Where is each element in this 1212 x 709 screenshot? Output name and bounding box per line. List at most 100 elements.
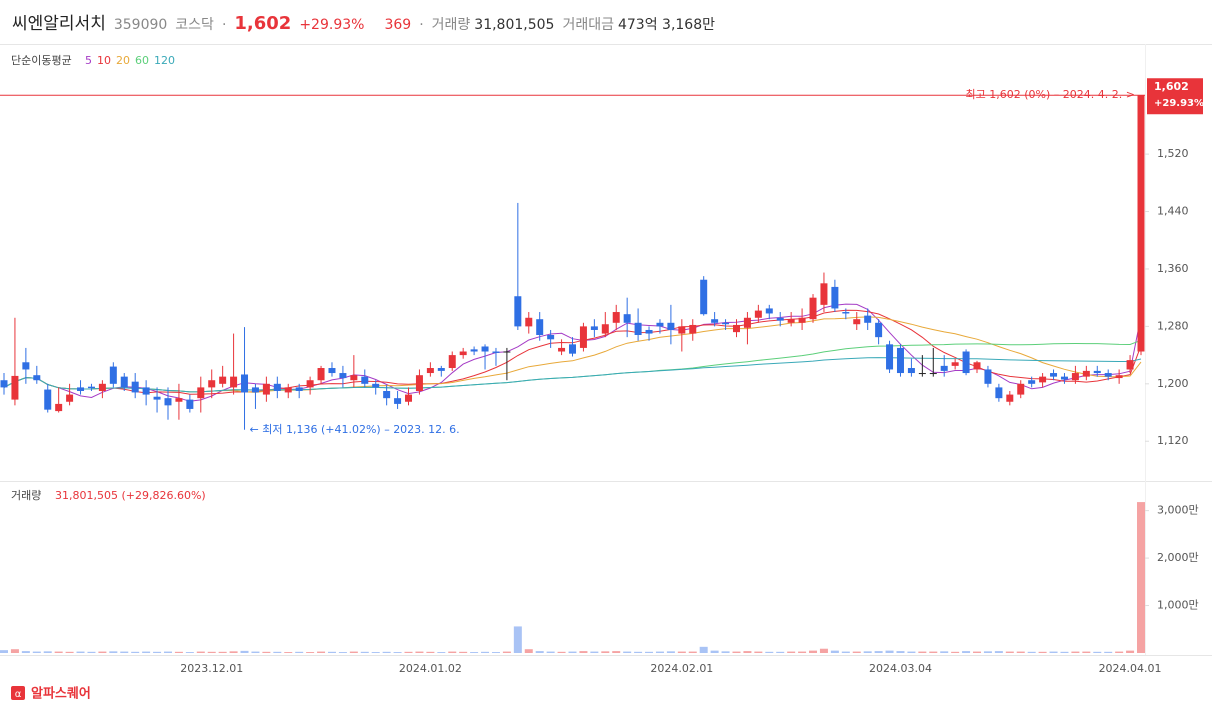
candle-body <box>437 368 445 371</box>
candle-body <box>197 387 205 399</box>
volume: 31,801,505 <box>474 17 555 33</box>
volume-bar <box>1038 651 1047 653</box>
market: 코스닥 <box>175 17 214 33</box>
candle-body <box>962 351 970 374</box>
candle-body <box>1104 373 1112 377</box>
candle-body <box>864 315 872 323</box>
volume-bar <box>765 651 774 653</box>
candle-body <box>175 398 183 402</box>
volume-bar <box>327 651 336 653</box>
volume-bar <box>830 650 839 653</box>
candle-body <box>339 373 347 379</box>
volume-label: 거래량 <box>431 17 471 33</box>
candle-body <box>11 375 19 400</box>
candle-body <box>405 394 413 402</box>
candle-body <box>831 286 839 309</box>
volume-bar <box>393 652 402 653</box>
logo-icon <box>11 686 25 700</box>
ma-legend-period: 20 <box>116 54 130 67</box>
candle-body <box>448 355 456 369</box>
candle-body <box>1093 370 1101 374</box>
x-tick-label: 2024.02.01 <box>650 662 713 675</box>
candle-body <box>350 375 358 381</box>
ma-legend-period: 60 <box>135 54 149 67</box>
volume-bar <box>240 650 249 653</box>
candle-body <box>328 368 336 374</box>
candle-body <box>689 324 697 334</box>
candle-body <box>700 279 708 315</box>
ma-legend-period: 5 <box>85 54 92 67</box>
volume-bar <box>994 651 1003 653</box>
volume-bar <box>306 652 315 653</box>
volume-bar <box>21 651 30 653</box>
candle-body <box>503 351 511 353</box>
volume-bar <box>710 650 719 653</box>
volume-bar <box>349 651 358 653</box>
volume-bar <box>590 651 599 653</box>
volume-bar <box>163 651 172 653</box>
volume-bar <box>973 651 982 653</box>
candle-body <box>372 383 380 388</box>
candle-body <box>886 344 894 370</box>
y-tick-label: 1,200 <box>1157 377 1189 390</box>
volume-tick-label: 1,000만 <box>1157 599 1199 612</box>
logo-text: 알파스퀘어 <box>31 686 91 702</box>
candle-body <box>875 322 883 338</box>
ma-legend-period: 10 <box>97 54 111 67</box>
volume-bar <box>743 651 752 653</box>
x-tick-label: 2023.12.01 <box>180 662 243 675</box>
stock-name: 씨엔알리서치 <box>12 14 106 34</box>
header: 씨엔알리서치 359090 코스닥 · 1,602 +29.93% 369 · … <box>12 9 723 37</box>
candle-body <box>33 375 41 381</box>
candle-body <box>426 368 434 374</box>
x-tick-label: 2024.04.01 <box>1099 662 1162 675</box>
volume-bar <box>612 651 621 653</box>
volume-bar <box>819 648 828 653</box>
volume-bar <box>1115 651 1124 653</box>
volume-bar <box>918 651 927 653</box>
volume-bar <box>1126 650 1135 653</box>
candle-body <box>612 312 620 323</box>
candle-body <box>142 387 150 395</box>
volume-bar <box>10 649 19 653</box>
volume-bar <box>579 651 588 653</box>
volume-bar <box>87 651 96 653</box>
candle-body <box>656 322 664 327</box>
candle-body <box>929 373 937 375</box>
stock-code: 359090 <box>113 17 168 33</box>
candle-body <box>820 283 828 305</box>
moving-average <box>3 357 1142 393</box>
volume-bar <box>513 626 522 653</box>
candle-body <box>273 383 281 391</box>
volume-bar <box>382 651 391 653</box>
volume-bar <box>1093 651 1102 653</box>
volume-bar <box>43 651 52 653</box>
volume-bar <box>196 651 205 653</box>
candle-body <box>1060 376 1068 380</box>
candle-body <box>973 362 981 370</box>
volume-bar <box>481 651 490 653</box>
candle-body <box>623 314 631 323</box>
volume-legend-value: 31,801,505 (+29,826.60%) <box>55 489 206 502</box>
volume-bar <box>1027 651 1036 653</box>
volume-bar <box>546 651 555 653</box>
candle-body <box>208 380 216 388</box>
volume-bar <box>32 651 41 653</box>
candle-body <box>470 349 478 352</box>
candle-body <box>995 387 1003 399</box>
candle-body <box>492 351 500 353</box>
volume-bar <box>1016 651 1025 653</box>
volume-bar <box>229 651 238 653</box>
candle-body <box>711 319 719 323</box>
x-tick-label: 2024.03.04 <box>869 662 932 675</box>
volume-bar <box>929 651 938 653</box>
volume-bar <box>852 651 861 653</box>
candle-body <box>1017 383 1025 395</box>
candle-body <box>109 366 117 384</box>
candle-body <box>918 373 926 375</box>
candle-body <box>1137 95 1145 352</box>
volume-bar <box>295 651 304 653</box>
last-price-tag <box>1147 78 1203 115</box>
candle-body <box>317 368 325 381</box>
volume-bar <box>634 651 643 653</box>
